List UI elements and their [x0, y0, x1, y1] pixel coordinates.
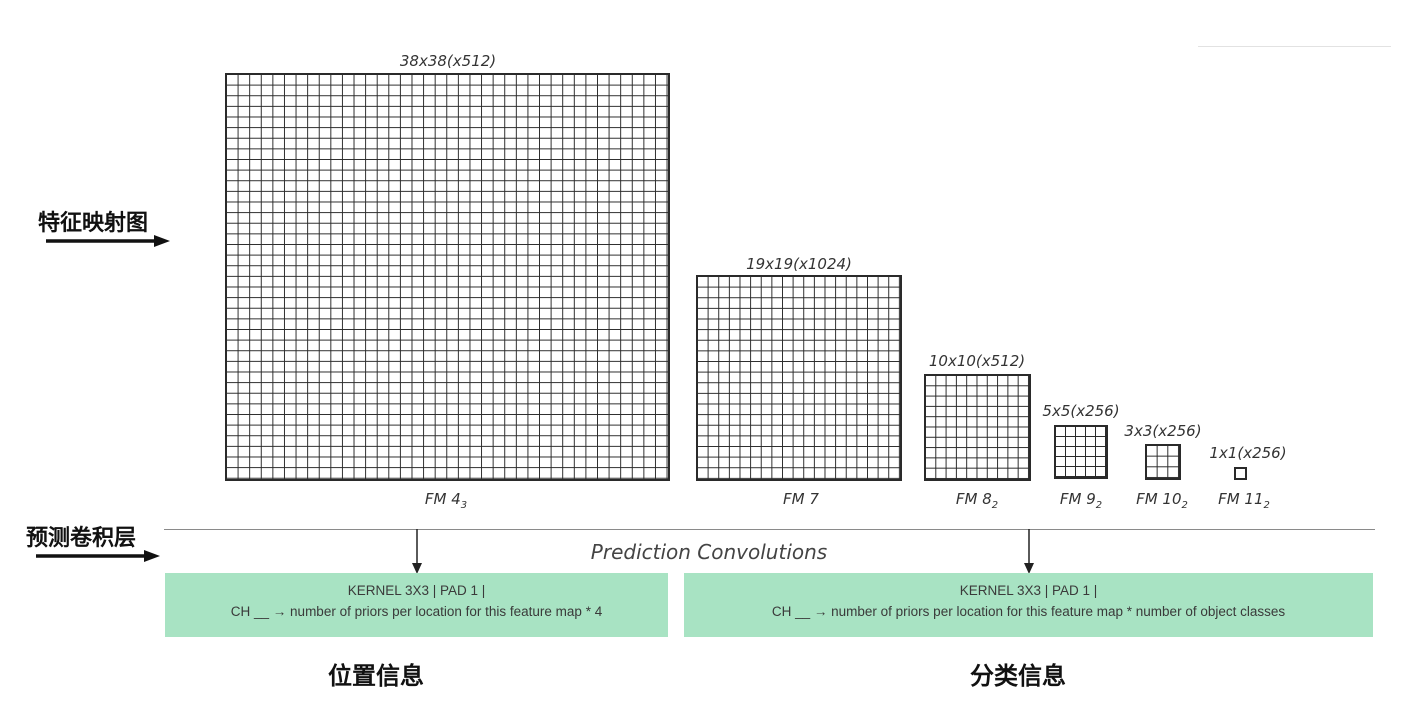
- prediction-layer-side-label: 预测卷积层: [26, 526, 137, 551]
- location-info-caption: 位置信息: [328, 662, 424, 690]
- feature-map-side-label: 特征映射图: [38, 211, 149, 236]
- classification-kernel-line2: CH __ → number of priors per location fo…: [771, 604, 1286, 619]
- feature-map-arrow-icon: [46, 235, 170, 247]
- location-kernel-line1: KERNEL 3X3 | PAD 1 |: [347, 583, 486, 598]
- fm-label-fm7: FM 7: [783, 490, 819, 508]
- feature-map-grid-fm7: [696, 275, 902, 481]
- location-kernel-box: KERNEL 3X3 | PAD 1 | CH __ → number of p…: [165, 573, 668, 637]
- size-label-fm10: 3x3(x256): [1124, 422, 1202, 440]
- fm-label-fm11: FM 112: [1218, 490, 1270, 511]
- size-label-fm8: 10x10(x512): [928, 352, 1026, 370]
- prediction-divider-line: [164, 529, 1375, 530]
- prediction-convolutions-title: Prediction Convolutions: [590, 540, 828, 564]
- feature-map-grid-fm10: [1145, 444, 1181, 480]
- feature-map-grid-fm11: [1234, 467, 1247, 480]
- classification-kernel-box: KERNEL 3X3 | PAD 1 | CH __ → number of p…: [684, 573, 1373, 637]
- size-label-fm7: 19x19(x1024): [746, 255, 852, 273]
- classification-info-caption: 分类信息: [970, 662, 1066, 690]
- location-kernel-line2: CH __ → number of priors per location fo…: [230, 604, 603, 619]
- down-arrow-location-icon: [412, 529, 422, 574]
- fm-label-fm4: FM 43: [424, 490, 468, 511]
- down-arrow-classification-icon: [1024, 529, 1034, 574]
- feature-map-grid-fm4: [225, 73, 670, 481]
- size-label-fm11: 1x1(x256): [1209, 444, 1287, 462]
- size-label-fm9: 5x5(x256): [1042, 402, 1120, 420]
- fm-label-fm9: FM 92: [1059, 490, 1103, 511]
- fm-label-fm8: FM 82: [955, 490, 999, 511]
- prediction-layer-arrow-icon: [36, 550, 160, 562]
- top-right-rule: [1198, 46, 1391, 47]
- feature-map-grid-fm9: [1054, 425, 1108, 479]
- classification-kernel-line1: KERNEL 3X3 | PAD 1 |: [959, 583, 1098, 598]
- fm-label-fm10: FM 102: [1136, 490, 1188, 511]
- feature-map-grid-fm8: [924, 374, 1031, 481]
- size-label-fm4: 38x38(x512): [399, 52, 497, 70]
